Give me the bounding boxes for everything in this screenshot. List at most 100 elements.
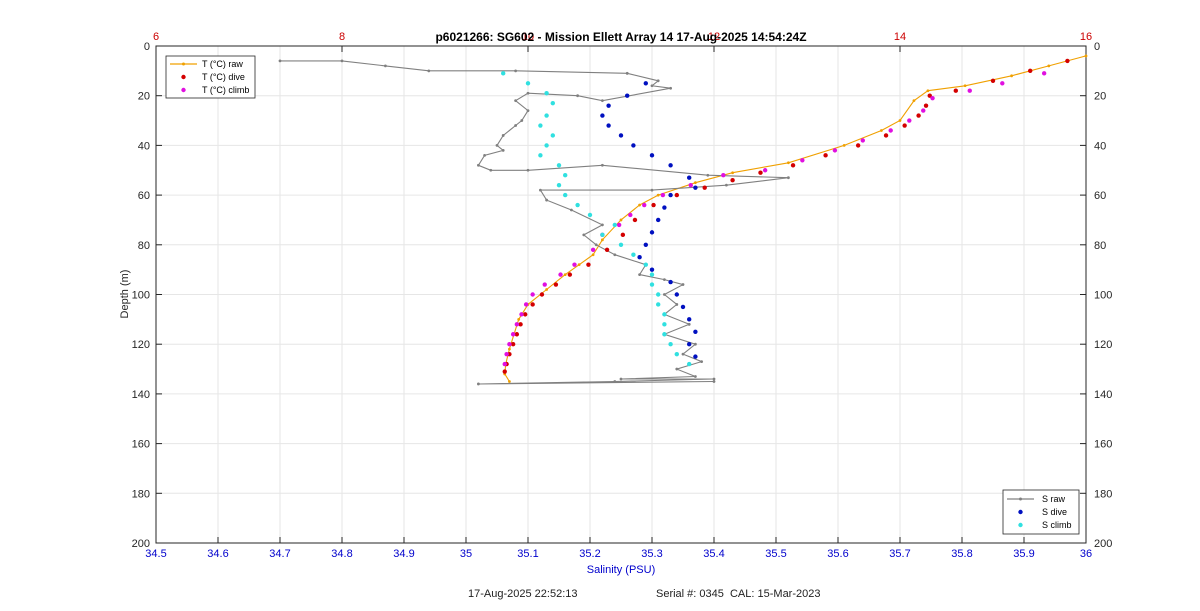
x-tick-label: 35.6: [827, 548, 848, 560]
data-point-s-raw: [712, 377, 716, 381]
data-point-t-c-climb: [616, 222, 622, 228]
data-point-s-raw: [526, 109, 530, 113]
data-point-s-raw: [340, 59, 344, 63]
data-point-s-raw: [576, 94, 579, 98]
x-tick-label: 34.8: [331, 548, 352, 560]
data-point-t-c-dive: [823, 153, 828, 158]
data-point-s-raw: [601, 223, 604, 227]
data-point-s-dive: [649, 153, 655, 158]
y-tick-label-left: 40: [138, 140, 150, 152]
legend-t-raw-label: T (°C) raw: [202, 59, 243, 69]
x-axis-label: Salinity (PSU): [587, 564, 655, 576]
legend-t-climb-marker: [181, 87, 186, 93]
data-point-s-raw: [514, 124, 517, 127]
data-point-s-dive: [687, 342, 692, 347]
data-point-s-dive: [649, 267, 655, 272]
data-point-t-c-dive: [553, 282, 559, 287]
data-point-s-dive: [674, 292, 679, 297]
data-point-s-raw: [787, 176, 790, 180]
data-point-s-climb: [538, 123, 543, 128]
data-point-s-climb: [668, 342, 673, 347]
data-point-s-dive: [643, 81, 648, 86]
data-point-t-c-dive: [567, 272, 573, 277]
data-point-t-c-dive: [539, 292, 545, 297]
legend-s-climb-label: S climb: [1042, 520, 1072, 530]
data-point-t-c-raw: [563, 273, 567, 277]
data-point-s-dive: [687, 175, 692, 180]
data-point-s-climb: [501, 71, 506, 76]
data-point-s-raw: [483, 153, 486, 157]
data-point-s-raw: [694, 342, 697, 346]
y-tick-label-right: 0: [1094, 41, 1100, 53]
data-point-s-raw: [675, 303, 679, 306]
x-tick-label: 35: [460, 548, 472, 560]
x2-tick-label: 6: [153, 31, 159, 43]
data-point-s-climb: [656, 292, 661, 297]
data-point-s-raw: [582, 233, 586, 237]
data-point-s-climb: [525, 81, 531, 86]
data-point-t-c-dive: [502, 369, 507, 374]
data-point-t-c-raw: [508, 380, 511, 383]
data-point-t-c-dive: [953, 88, 958, 93]
data-point-t-c-climb: [590, 247, 596, 252]
data-point-t-c-climb: [907, 118, 912, 123]
data-point-s-raw: [278, 59, 282, 63]
data-point-s-raw: [625, 71, 629, 75]
x-tick-label: 34.7: [269, 548, 290, 560]
data-point-t-c-climb: [930, 95, 935, 101]
x-tick-label: 36: [1080, 548, 1092, 560]
data-point-s-climb: [631, 252, 636, 257]
data-point-s-climb: [544, 113, 549, 118]
data-point-s-climb: [662, 312, 667, 317]
data-point-t-c-raw: [517, 317, 521, 321]
y-tick-label-left: 180: [132, 488, 150, 500]
data-point-s-dive: [693, 329, 698, 334]
legend-s-raw-label: S raw: [1042, 494, 1066, 504]
data-point-s-raw: [384, 64, 387, 68]
data-point-t-c-climb: [832, 148, 838, 153]
data-point-t-c-dive: [1065, 58, 1070, 64]
series-t-c-dive: [502, 58, 1070, 374]
data-point-t-c-climb: [530, 292, 535, 297]
y-tick-label-left: 80: [138, 240, 150, 252]
data-point-s-dive: [606, 123, 611, 128]
data-point-t-c-raw: [1010, 74, 1013, 78]
data-point-s-raw: [495, 144, 499, 147]
data-point-t-c-climb: [660, 192, 666, 198]
data-point-s-raw: [712, 380, 716, 383]
legend-s-dive-label: S dive: [1042, 507, 1067, 517]
data-point-t-c-dive: [855, 143, 861, 148]
data-point-s-climb: [649, 282, 655, 287]
data-point-t-c-dive: [702, 185, 707, 190]
data-point-s-climb: [587, 212, 593, 218]
x2-tick-label: 10: [522, 31, 534, 43]
data-point-s-raw: [650, 188, 654, 192]
data-point-t-c-climb: [510, 332, 516, 337]
data-point-t-c-raw: [787, 161, 790, 165]
data-point-t-c-dive: [514, 332, 520, 337]
data-point-s-dive: [668, 192, 673, 198]
data-point-s-raw: [681, 283, 685, 286]
data-point-s-dive: [668, 163, 673, 168]
x-tick-label: 35.5: [765, 548, 786, 560]
data-point-s-raw: [601, 99, 604, 103]
data-point-t-c-climb: [504, 351, 509, 357]
series-t-c-climb: [502, 71, 1047, 367]
data-point-t-c-dive: [923, 103, 929, 108]
legend-temperature: T (°C) raw T (°C) dive T (°C) climb: [165, 55, 256, 99]
x2-tick-label: 14: [894, 31, 906, 43]
data-point-t-c-dive: [730, 177, 735, 183]
data-point-t-c-dive: [883, 133, 889, 138]
data-point-t-c-climb: [523, 302, 529, 307]
data-point-t-c-raw: [508, 347, 511, 351]
data-point-s-climb: [544, 143, 549, 148]
y-axis-ticks-right: 0 20 40 60 80 100 120 140 160 180 200: [1080, 41, 1112, 550]
data-point-s-dive: [656, 217, 661, 223]
x-tick-label: 34.5: [145, 548, 166, 560]
y-tick-label-right: 140: [1094, 389, 1112, 401]
x-tick-label: 35.8: [951, 548, 972, 560]
data-point-t-c-dive: [651, 202, 656, 208]
data-point-s-raw: [477, 163, 480, 167]
y-tick-label-right: 40: [1094, 140, 1106, 152]
